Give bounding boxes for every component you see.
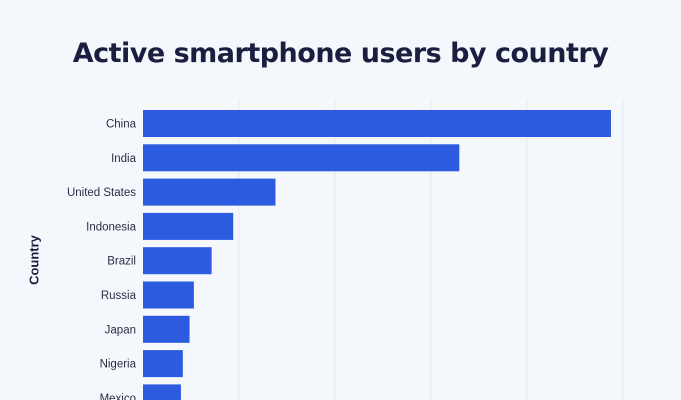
bar-indonesia: [143, 212, 234, 240]
category-label: Indonesia: [86, 221, 136, 233]
bar-mexico: [143, 384, 181, 400]
category-label: India: [111, 153, 137, 165]
category-label: Russia: [101, 290, 137, 302]
category-label: Nigeria: [100, 359, 137, 371]
bar-united-states: [143, 178, 276, 206]
category-label: Mexico: [100, 393, 136, 400]
bar-china: [143, 110, 611, 137]
category-label: China: [106, 119, 137, 131]
bar-india: [143, 144, 460, 172]
bar-nigeria: [143, 350, 183, 378]
chart-title: Active smartphone users by country: [72, 38, 609, 69]
category-label: Brazil: [107, 256, 136, 268]
bar-brazil: [143, 247, 212, 275]
bar-russia: [143, 281, 194, 309]
category-label: Japan: [105, 324, 136, 336]
category-label: United States: [67, 187, 136, 199]
bar-japan: [143, 315, 190, 343]
